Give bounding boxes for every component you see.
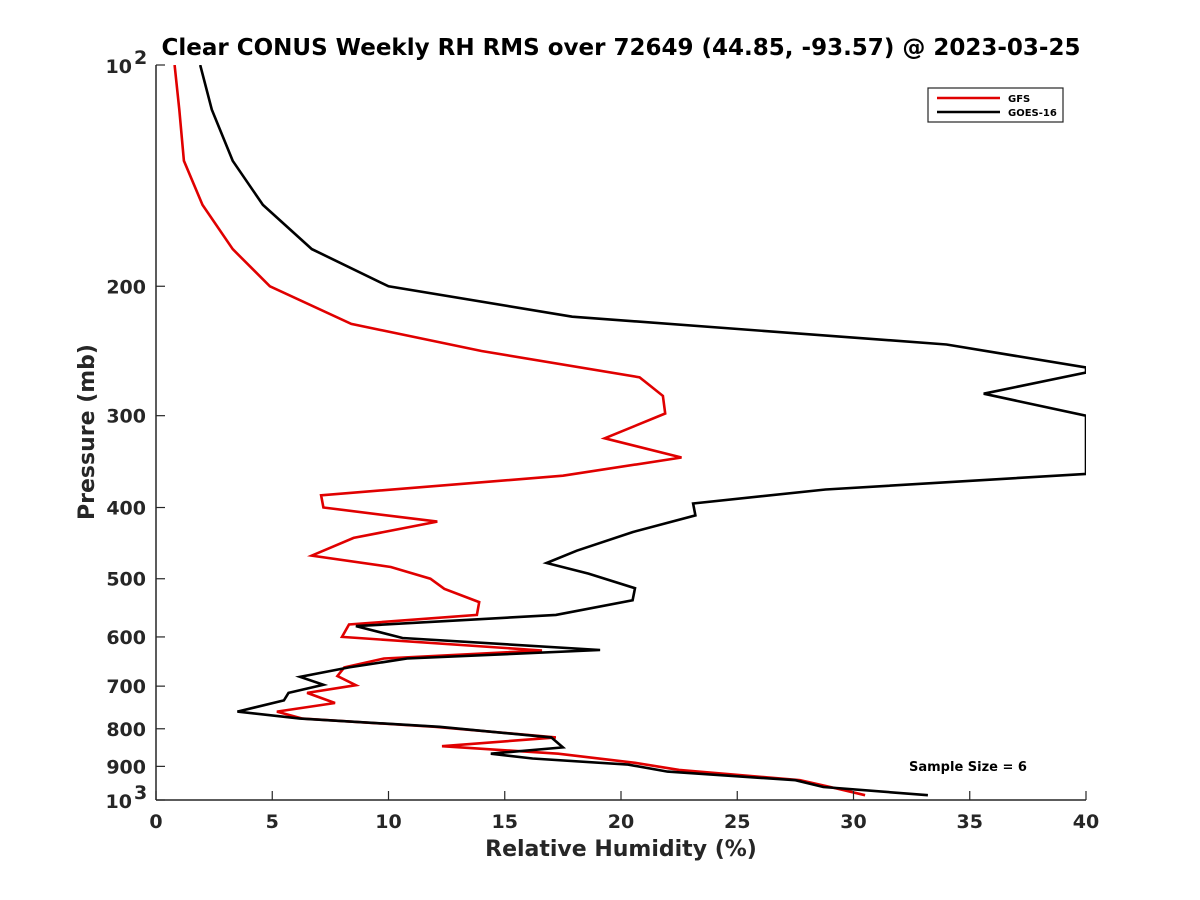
y-tick-label: 10: [106, 56, 132, 78]
series-line-gfs: [173, 65, 866, 797]
y-tick-label: 900: [106, 756, 146, 778]
y-tick-label: 800: [106, 719, 146, 741]
y-tick-exponent: 3: [134, 782, 147, 804]
y-tick-label: 500: [106, 569, 146, 591]
x-tick-label: 10: [375, 811, 401, 833]
y-axis-label: Pressure (mb): [75, 344, 100, 520]
y-tick-label: 300: [106, 406, 146, 428]
y-tick-label: 600: [106, 627, 146, 649]
x-tick-label: 20: [608, 811, 634, 833]
x-tick-label: 15: [492, 811, 518, 833]
y-tick-label: 700: [106, 676, 146, 698]
x-tick-label: 40: [1073, 811, 1099, 833]
y-tick-label: 10: [106, 791, 132, 813]
y-tick-label: 400: [106, 498, 146, 520]
y-tick-exponent: 2: [134, 47, 147, 69]
x-tick-label: 35: [957, 811, 983, 833]
legend-label: GOES-16: [1008, 108, 1057, 119]
legend-box: [927, 87, 1064, 123]
chart-title: Clear CONUS Weekly RH RMS over 72649 (44…: [162, 35, 1081, 61]
y-tick-label: 200: [106, 276, 146, 298]
series-line-goes-16: [198, 65, 1086, 797]
x-tick-label: 25: [724, 811, 750, 833]
sample-size-annotation: Sample Size = 6: [909, 760, 1027, 775]
legend-label: GFS: [1008, 94, 1030, 105]
legend: GFS GOES-16: [927, 87, 1064, 123]
x-axis-label: Relative Humidity (%): [485, 837, 757, 862]
x-tick-label: 0: [149, 811, 162, 833]
x-tick-label: 30: [840, 811, 866, 833]
x-tick-label: 5: [266, 811, 279, 833]
